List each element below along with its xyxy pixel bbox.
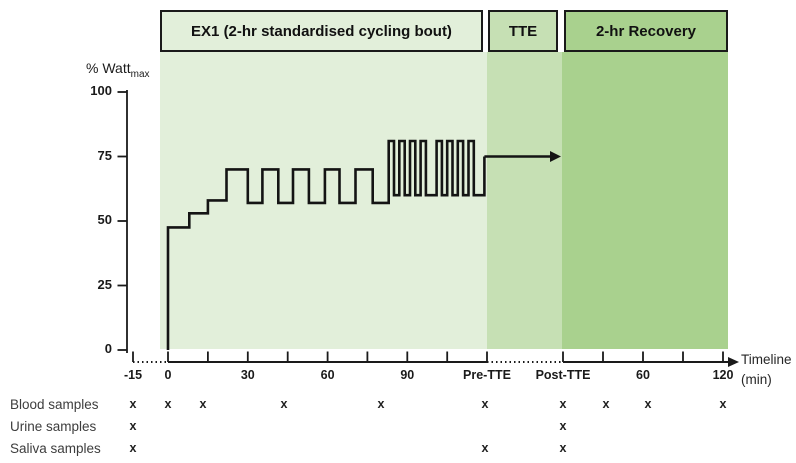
sample-row-label-urine: Urine samples	[10, 419, 97, 434]
sample-mark: x	[559, 441, 567, 455]
sample-mark: x	[199, 397, 207, 411]
y-axis-tick-label: 100	[90, 83, 112, 98]
sample-mark: x	[280, 397, 288, 411]
sample-mark: x	[129, 397, 137, 411]
phase-box-ex1: EX1 (2-hr standardised cycling bout)	[160, 10, 483, 52]
phase-box-recovery: 2-hr Recovery	[564, 10, 728, 52]
sample-mark: x	[377, 397, 385, 411]
sample-mark: x	[719, 397, 727, 411]
sample-mark: x	[559, 419, 567, 433]
x-axis-unit: (min)	[741, 372, 772, 387]
x-axis-tick-label: 60	[320, 368, 335, 382]
y-axis-tick-label: 0	[104, 341, 112, 356]
sample-mark: x	[164, 397, 172, 411]
y-axis-tick-label: 75	[97, 147, 112, 163]
intensity-profile-line	[166, 139, 486, 350]
y-axis-title-main: % Watt	[86, 60, 131, 76]
y-axis-title: % Wattmax	[86, 60, 150, 80]
phase-box-tte-label: TTE	[508, 22, 538, 40]
y-axis-tick-label: 50	[97, 212, 112, 227]
y-axis-tick-label: 25	[97, 276, 112, 292]
x-axis-tick-label: Pre-TTE	[463, 368, 511, 382]
x-axis-title: Timeline	[741, 352, 792, 367]
x-axis-tick-label: 30	[240, 368, 255, 382]
sample-mark: x	[129, 419, 137, 433]
x-axis-tick-label: 120	[712, 368, 734, 382]
sample-mark: x	[602, 397, 610, 411]
x-axis-arrowhead	[728, 357, 739, 367]
x-axis-tick-label: 90	[400, 368, 415, 382]
x-axis-tick-label: Post-TTE	[535, 368, 591, 382]
phase-region-tte	[487, 52, 562, 349]
x-axis-tick-label: -15	[123, 368, 143, 382]
x-axis-tick-label: 60	[636, 368, 650, 382]
phase-box-tte: TTE	[488, 10, 558, 52]
sample-mark: x	[481, 441, 489, 455]
tte-arrowhead	[550, 151, 561, 162]
phase-box-ex1-label: EX1 (2-hr standardised cycling bout)	[191, 22, 452, 40]
sample-mark: x	[644, 397, 652, 411]
phase-region-recovery	[562, 52, 728, 349]
x-axis-tick-label: 0	[164, 368, 172, 382]
phase-box-recovery-label: 2-hr Recovery	[595, 22, 697, 40]
sample-row-label-saliva: Saliva samples	[10, 441, 101, 456]
sample-mark: x	[481, 397, 489, 411]
sample-mark: x	[129, 441, 137, 455]
sample-row-label-blood: Blood samples	[10, 397, 99, 412]
sample-mark: x	[559, 397, 567, 411]
y-axis-title-sub: max	[130, 68, 150, 80]
